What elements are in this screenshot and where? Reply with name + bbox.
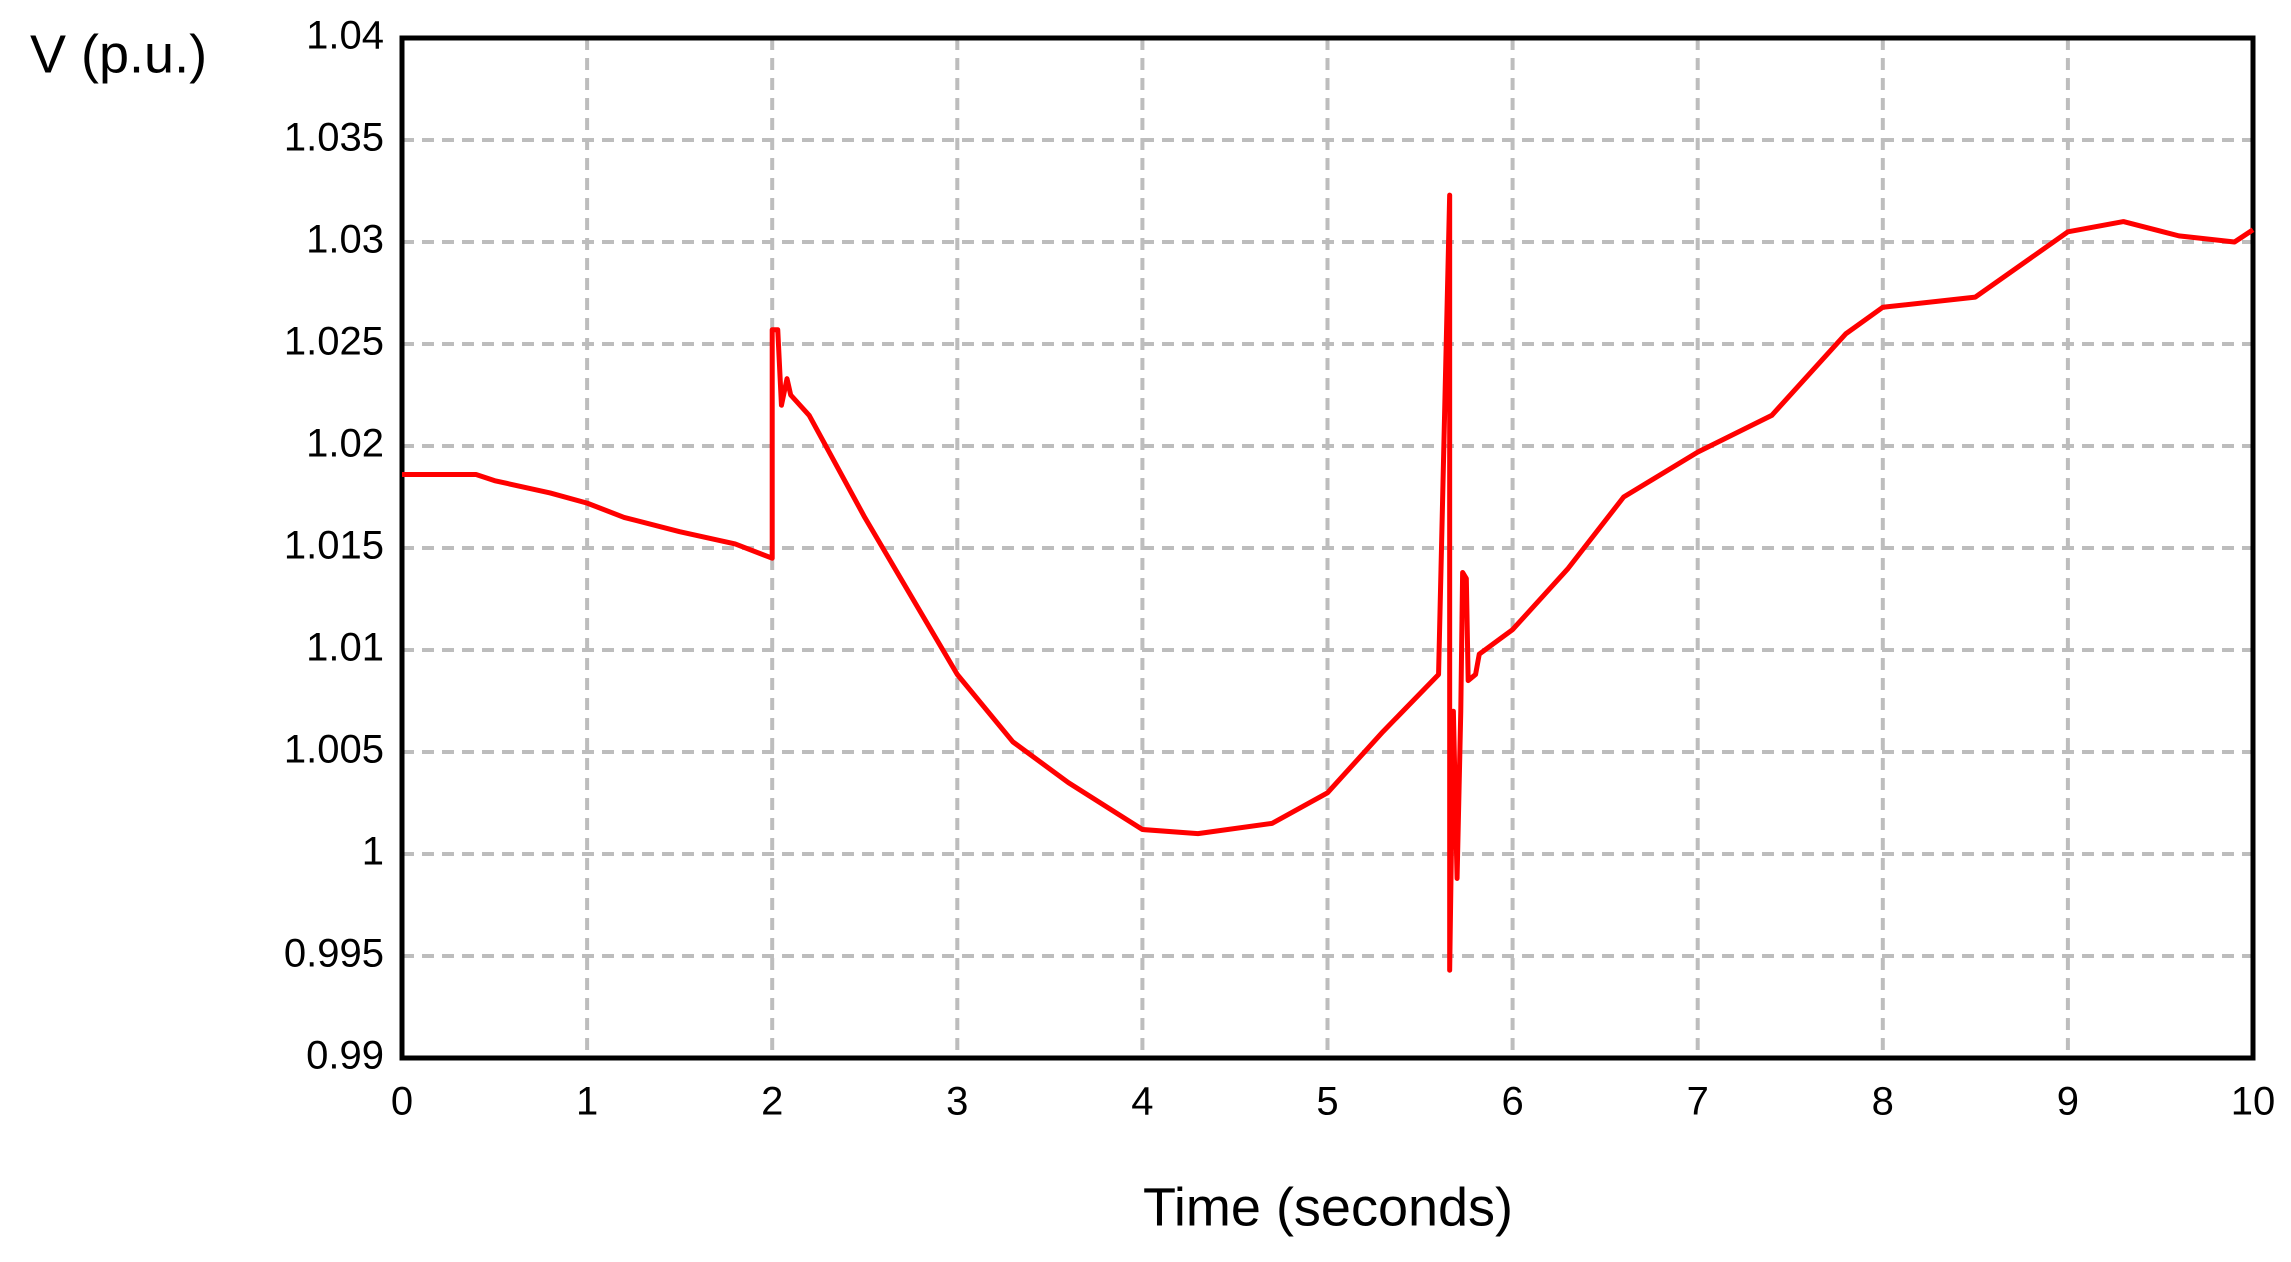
x-tick-label: 3 xyxy=(946,1080,968,1124)
x-tick-label: 2 xyxy=(761,1080,783,1124)
y-tick-label: 1 xyxy=(362,830,384,874)
y-tick-label: 1.015 xyxy=(284,524,384,568)
x-tick-label: 10 xyxy=(2231,1080,2276,1124)
x-axis-label: Time (seconds) xyxy=(1143,1177,1513,1237)
y-tick-label: 1.04 xyxy=(306,14,384,58)
y-axis-label: V (p.u.) xyxy=(30,24,207,84)
y-tick-label: 0.99 xyxy=(306,1034,384,1078)
y-tick-label: 1.02 xyxy=(306,422,384,466)
x-tick-label: 4 xyxy=(1131,1080,1153,1124)
x-tick-label: 5 xyxy=(1316,1080,1338,1124)
y-tick-label: 1.025 xyxy=(284,320,384,364)
y-tick-label: 1.03 xyxy=(306,218,384,262)
y-tick-label: 0.995 xyxy=(284,932,384,976)
x-tick-label: 9 xyxy=(2057,1080,2079,1124)
plot-frame xyxy=(399,35,2256,1061)
x-tick-label: 0 xyxy=(391,1080,413,1124)
x-tick-label: 6 xyxy=(1501,1080,1523,1124)
x-tick-label: 7 xyxy=(1687,1080,1709,1124)
x-tick-label: 1 xyxy=(576,1080,598,1124)
y-tick-label: 1.01 xyxy=(306,626,384,670)
data-line xyxy=(402,192,2255,973)
y-tick-label: 1.035 xyxy=(284,116,384,160)
x-tick-label: 8 xyxy=(1872,1080,1894,1124)
y-tick-label: 1.005 xyxy=(284,728,384,772)
